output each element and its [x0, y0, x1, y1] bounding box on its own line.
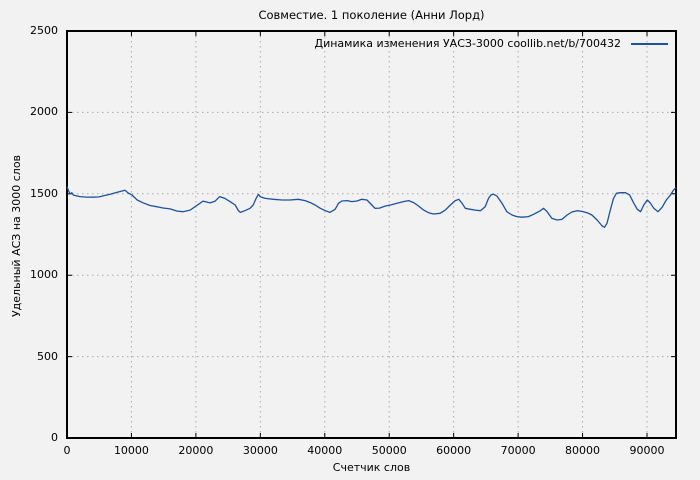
y-axis-label: Удельный АСЗ на 3000 слов [10, 154, 23, 318]
x-tick-label: 80000 [565, 444, 601, 457]
y-tick-label: 0 [51, 431, 58, 444]
plot-border [66, 30, 677, 439]
y-tick-label: 2000 [30, 105, 58, 119]
x-tick-label: 30000 [242, 444, 278, 457]
y-tick-label: 1000 [30, 268, 58, 282]
legend: Динамика изменения УАСЗ-3000 coollib.net… [314, 37, 668, 51]
x-tick-label: 90000 [629, 444, 665, 457]
x-axis-label: Счетчик слов [332, 461, 411, 474]
axis-ticks [66, 30, 676, 439]
x-tick-label: 0 [63, 444, 71, 457]
chart-title: Совместие. 1 поколение (Анни Лорд) [258, 8, 485, 22]
legend-label: Динамика изменения УАСЗ-3000 coollib.net… [314, 37, 622, 50]
x-tick-label: 20000 [178, 444, 214, 457]
y-tick-label: 2500 [30, 24, 58, 37]
grid-lines [67, 31, 676, 438]
legend-line-sample [631, 43, 668, 45]
data-line [66, 186, 677, 228]
x-tick-label: 60000 [436, 444, 472, 457]
x-tick-label: 40000 [307, 444, 343, 457]
x-tick-label: 70000 [500, 444, 536, 457]
x-tick-label: 50000 [371, 444, 407, 457]
x-tick-label: 10000 [113, 444, 149, 457]
y-tick-label: 1500 [30, 186, 58, 200]
y-tick-label: 500 [37, 349, 58, 363]
